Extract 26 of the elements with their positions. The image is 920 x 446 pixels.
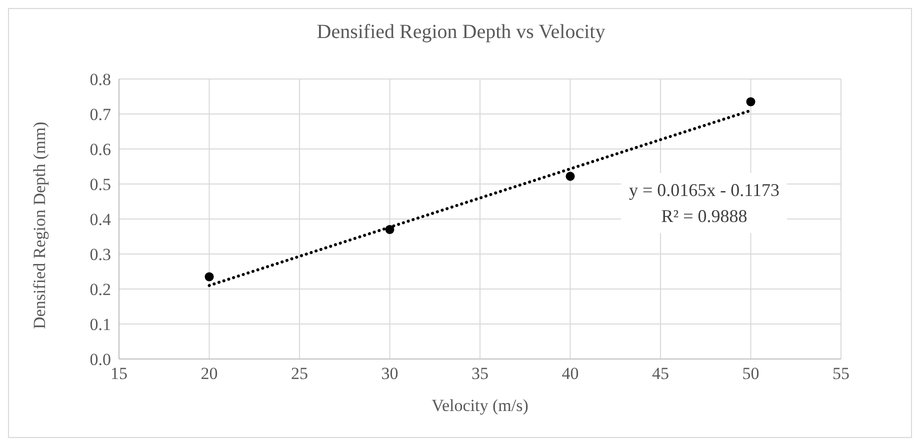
chart-title: Densified Region Depth vs Velocity xyxy=(316,21,606,44)
y-tick-label: 0.3 xyxy=(90,245,111,264)
x-tick-label: 55 xyxy=(832,364,850,384)
x-tick-label: 20 xyxy=(200,364,218,384)
x-tick-label: 40 xyxy=(562,364,579,384)
y-tick-label: 0.8 xyxy=(90,70,111,90)
y-tick-label: 0.5 xyxy=(90,175,111,194)
y-tick-label: 0.0 xyxy=(90,350,111,370)
y-tick-label: 0.6 xyxy=(90,140,111,160)
x-tick-label: 30 xyxy=(381,364,398,384)
point xyxy=(746,97,756,106)
point xyxy=(566,172,575,181)
x-tick-label: 45 xyxy=(652,364,669,384)
x-tick-label: 15 xyxy=(110,364,128,384)
point xyxy=(385,224,394,234)
x-tick-label: 35 xyxy=(472,364,488,384)
y-tick-label: 0.4 xyxy=(90,210,112,230)
y-tick-label: 0.7 xyxy=(90,105,112,124)
y-tick-label: 0.1 xyxy=(90,315,111,334)
point xyxy=(204,272,214,282)
x-axis-title: Velocity (m/s) xyxy=(432,396,528,415)
annotation: y = 0.0165x - 0.1173 R² = 0.9888 xyxy=(621,173,788,233)
x-tick-label: 50 xyxy=(742,364,760,384)
x-tick-label: 25 xyxy=(291,364,308,384)
y-axis-title: Densified Region Depth (mm) xyxy=(30,122,50,329)
y-tick-label: 0.2 xyxy=(90,280,111,300)
